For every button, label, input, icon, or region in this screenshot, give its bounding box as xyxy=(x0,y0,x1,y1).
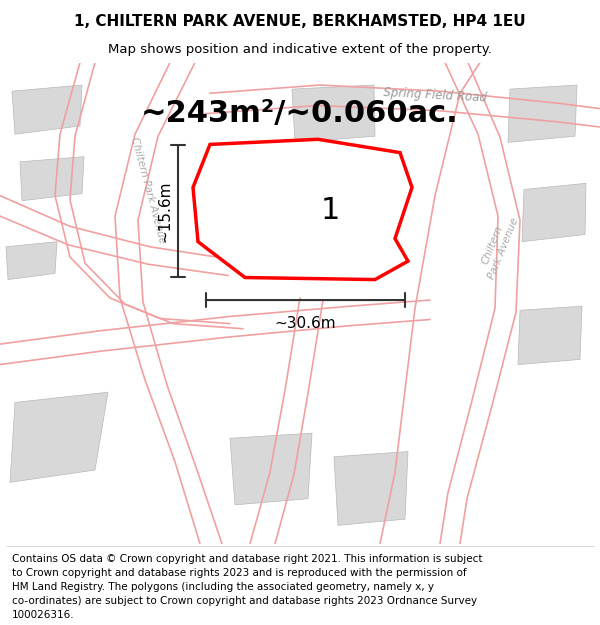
Polygon shape xyxy=(193,139,412,279)
Text: ~30.6m: ~30.6m xyxy=(275,316,337,331)
Polygon shape xyxy=(292,85,375,142)
Polygon shape xyxy=(508,85,577,142)
Text: Contains OS data © Crown copyright and database right 2021. This information is : Contains OS data © Crown copyright and d… xyxy=(12,554,482,564)
Polygon shape xyxy=(230,433,312,505)
Polygon shape xyxy=(310,177,388,242)
Text: Chiltern Park Avenue: Chiltern Park Avenue xyxy=(129,136,167,245)
Text: Spring Field Road: Spring Field Road xyxy=(383,86,487,104)
Polygon shape xyxy=(522,183,586,242)
Polygon shape xyxy=(518,306,582,364)
Text: ~15.6m: ~15.6m xyxy=(157,180,172,242)
Text: 100026316.: 100026316. xyxy=(12,611,74,621)
Text: ~243m²/~0.060ac.: ~243m²/~0.060ac. xyxy=(141,99,459,128)
Text: to Crown copyright and database rights 2023 and is reproduced with the permissio: to Crown copyright and database rights 2… xyxy=(12,568,467,578)
Text: co-ordinates) are subject to Crown copyright and database rights 2023 Ordnance S: co-ordinates) are subject to Crown copyr… xyxy=(12,596,477,606)
Text: 1: 1 xyxy=(321,196,340,226)
Text: Map shows position and indicative extent of the property.: Map shows position and indicative extent… xyxy=(108,42,492,56)
Polygon shape xyxy=(20,157,84,201)
Text: 1, CHILTERN PARK AVENUE, BERKHAMSTED, HP4 1EU: 1, CHILTERN PARK AVENUE, BERKHAMSTED, HP… xyxy=(74,14,526,29)
Polygon shape xyxy=(12,85,82,134)
Polygon shape xyxy=(334,452,408,526)
Polygon shape xyxy=(230,180,325,239)
Text: Chiltern
Park Avenue: Chiltern Park Avenue xyxy=(476,213,520,281)
Polygon shape xyxy=(6,242,57,279)
Text: HM Land Registry. The polygons (including the associated geometry, namely x, y: HM Land Registry. The polygons (includin… xyxy=(12,582,434,592)
Polygon shape xyxy=(10,392,108,482)
